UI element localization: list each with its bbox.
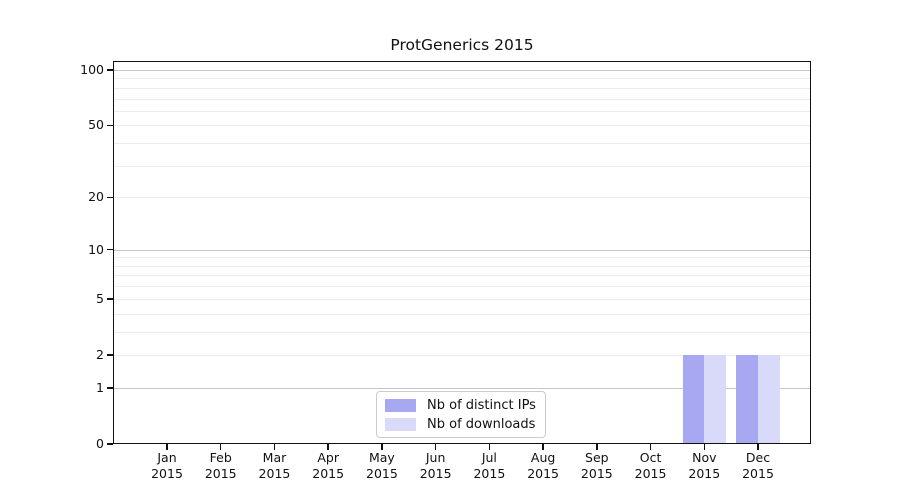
x-axis-tick: [166, 444, 168, 450]
gridline-minor: [113, 143, 811, 145]
gridline-minor: [113, 331, 811, 333]
x-tick-label: Sep 2015: [580, 450, 613, 481]
y-axis-tick: [107, 298, 113, 300]
legend-entry-distinct-ips: Nb of distinct IPs: [385, 398, 537, 413]
y-axis-tick: [107, 387, 113, 389]
bar-nb-of-downloads-nov-2015: [704, 354, 726, 444]
legend-entry-downloads: Nb of downloads: [385, 417, 537, 432]
x-tick-label: Oct 2015: [634, 450, 667, 481]
y-tick-label: 5: [96, 290, 104, 306]
legend-swatch-distinct-ips: [385, 399, 416, 412]
gridline-minor: [113, 257, 811, 259]
x-axis-tick: [649, 444, 652, 450]
gridline-major: [113, 249, 811, 251]
gridline-minor: [113, 286, 811, 288]
x-tick-label: Apr 2015: [312, 450, 345, 481]
x-tick-label: Jun 2015: [419, 450, 452, 481]
x-axis-tick: [273, 444, 276, 450]
gridline-minor: [113, 87, 811, 89]
x-tick-label: Jul 2015: [473, 450, 506, 481]
x-tick-label: Feb 2015: [204, 450, 237, 481]
gridline-minor: [113, 298, 811, 300]
y-axis-tick: [107, 248, 113, 251]
x-tick-label: Jan 2015: [151, 450, 183, 481]
legend: Nb of distinct IPs Nb of downloads: [376, 391, 546, 438]
gridline-minor: [113, 313, 811, 315]
y-axis-tick: [107, 443, 113, 445]
bar-nb-of-downloads-dec-2015: [758, 354, 780, 444]
legend-label-distinct-ips: Nb of distinct IPs: [427, 398, 536, 413]
gridline-minor: [113, 165, 811, 167]
x-tick-label: Dec 2015: [742, 450, 774, 481]
y-tick-label: 10: [88, 241, 104, 257]
bar-nb-of-distinct-ips-dec-2015: [736, 354, 759, 444]
gridline-major: [113, 70, 811, 71]
y-tick-label: 20: [88, 189, 104, 205]
x-tick-label: Nov 2015: [688, 450, 721, 481]
gridline-minor: [113, 125, 811, 127]
gridline-minor: [113, 354, 811, 356]
legend-swatch-downloads: [385, 418, 416, 431]
y-tick-label: 0: [96, 436, 104, 451]
x-axis-tick: [488, 444, 491, 450]
x-tick-label: Aug 2015: [527, 450, 560, 481]
chart-title: ProtGenerics 2015: [390, 36, 534, 54]
x-axis-tick: [596, 444, 598, 450]
gridline-major: [113, 387, 811, 389]
x-axis-tick: [542, 444, 544, 450]
y-tick-label: 100: [80, 62, 104, 77]
gridline-minor: [113, 265, 811, 267]
gridline-minor: [113, 98, 811, 100]
gridline-minor: [113, 110, 811, 112]
x-axis-tick: [381, 444, 383, 450]
y-tick-label: 2: [96, 346, 104, 362]
x-axis-tick: [703, 444, 706, 450]
x-axis-tick: [219, 444, 222, 450]
plot-area: [113, 61, 811, 444]
y-tick-label: 50: [88, 117, 104, 133]
gridline-minor: [113, 275, 811, 277]
x-tick-label: May 2015: [366, 450, 398, 481]
x-axis-tick: [434, 444, 437, 450]
y-axis-tick: [107, 196, 113, 199]
x-axis-tick: [757, 444, 759, 450]
y-axis-tick: [107, 69, 113, 71]
gridline-minor: [113, 78, 811, 80]
x-axis-tick: [327, 444, 329, 450]
x-tick-label: Mar 2015: [258, 450, 291, 481]
bar-nb-of-distinct-ips-nov-2015: [682, 354, 705, 444]
legend-label-downloads: Nb of downloads: [427, 417, 536, 432]
y-axis-tick: [107, 354, 113, 356]
y-tick-label: 1: [96, 379, 104, 395]
y-axis-tick: [107, 124, 113, 127]
gridline-minor: [113, 197, 811, 199]
